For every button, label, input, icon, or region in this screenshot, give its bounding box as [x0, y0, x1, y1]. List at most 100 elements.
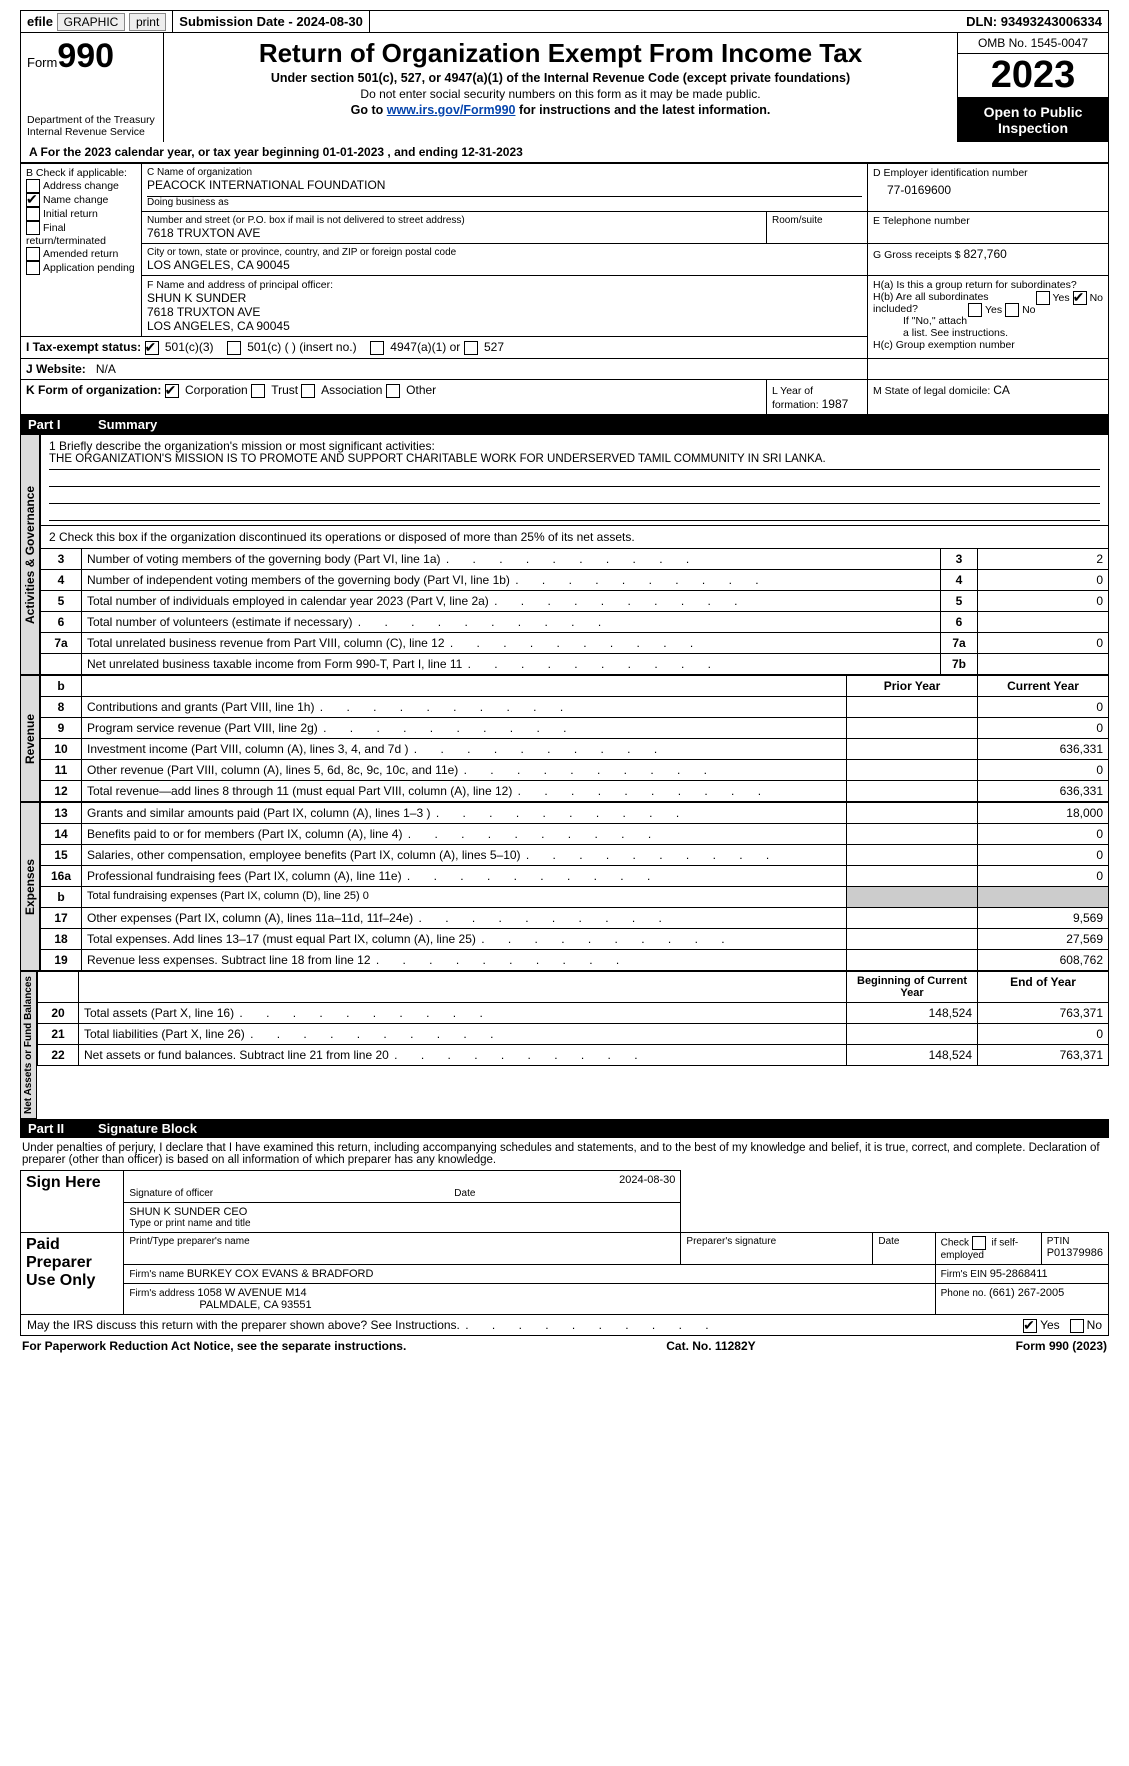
gross-receipts: 827,760	[963, 247, 1006, 261]
subtitle-3: Go to www.irs.gov/Form990 for instructio…	[170, 103, 951, 117]
begin-year-hdr: Beginning of Current Year	[847, 971, 978, 1002]
form-org-label: K Form of organization:	[26, 383, 161, 397]
firm-addr1: 1058 W AVENUE M14	[197, 1287, 306, 1299]
corp: Corporation	[185, 383, 248, 397]
phone-label: E Telephone number	[873, 215, 1103, 227]
officer-name-title: SHUN K SUNDER CEO	[129, 1206, 675, 1218]
box-b-item: Application pending	[26, 261, 136, 275]
graphic-button[interactable]: GRAPHIC	[57, 13, 126, 31]
open-public: Open to Public Inspection	[958, 98, 1108, 142]
box-b-item: Initial return	[26, 207, 136, 221]
tax-status-label: I Tax-exempt status:	[26, 340, 141, 354]
end-year-hdr: End of Year	[978, 971, 1109, 1002]
efile-label: efile GRAPHIC print	[21, 11, 173, 32]
website-label: J Website:	[26, 362, 89, 376]
city: LOS ANGELES, CA 90045	[147, 258, 862, 272]
omb-number: OMB No. 1545-0047	[958, 33, 1108, 54]
ptin: P01379986	[1047, 1247, 1103, 1259]
net-assets-section: Net Assets or Fund Balances Beginning of…	[20, 971, 1109, 1119]
subtitle-1: Under section 501(c), 527, or 4947(a)(1)…	[170, 71, 951, 85]
footer-right: Form 990 (2023)	[1016, 1339, 1107, 1353]
assoc: Association	[321, 383, 382, 397]
box-b-item: Final return/terminated	[26, 221, 136, 247]
box-b-title: B Check if applicable:	[26, 167, 136, 179]
prep-name-label: Print/Type preparer's name	[129, 1236, 675, 1247]
ein: 77-0169600	[873, 179, 1103, 197]
sig-date: 2024-08-30	[619, 1174, 675, 1186]
street-address: 7618 TRUXTON AVE	[147, 226, 761, 240]
prior-year-hdr: Prior Year	[847, 675, 978, 696]
ptin-label: PTIN	[1047, 1236, 1103, 1247]
period-row: A For the 2023 calendar year, or tax yea…	[20, 142, 1109, 163]
firm-ein: 95-2868411	[990, 1268, 1048, 1280]
form-word: Form	[27, 55, 57, 70]
signature-block: Sign Here 2024-08-30 Signature of office…	[20, 1170, 1109, 1315]
sig-officer-label: Signature of officer	[129, 1188, 213, 1199]
h-c: H(c) Group exemption number	[873, 339, 1103, 351]
prep-sig-label: Preparer's signature	[686, 1236, 867, 1247]
domicile: CA	[993, 383, 1010, 397]
revenue-section: Revenue bPrior YearCurrent Year 8Contrib…	[20, 675, 1109, 802]
q2: 2 Check this box if the organization dis…	[40, 525, 1109, 548]
part2-header: Part IISignature Block	[20, 1119, 1109, 1138]
vlabel-governance: Activities & Governance	[20, 434, 40, 675]
irs-link[interactable]: www.irs.gov/Form990	[387, 103, 516, 117]
dept-treasury: Department of the Treasury	[27, 114, 157, 126]
mission: THE ORGANIZATION'S MISSION IS TO PROMOTE…	[49, 453, 1100, 470]
sign-here: Sign Here	[21, 1170, 124, 1232]
footer: For Paperwork Reduction Act Notice, see …	[20, 1336, 1109, 1356]
h-a: H(a) Is this a group return for subordin…	[873, 279, 1103, 291]
other: Other	[406, 383, 436, 397]
officer-name: SHUN K SUNDER	[147, 291, 862, 305]
website: N/A	[96, 362, 116, 376]
trust: Trust	[271, 383, 298, 397]
self-emp: Check if self-employed	[941, 1236, 1036, 1261]
paid-preparer: Paid Preparer Use Only	[21, 1232, 124, 1314]
year-formation: 1987	[822, 397, 849, 411]
ein-label: D Employer identification number	[873, 167, 1103, 179]
city-label: City or town, state or province, country…	[147, 247, 862, 258]
dept-irs: Internal Revenue Service	[27, 126, 157, 138]
entity-block: B Check if applicable: Address changeNam…	[20, 163, 1109, 415]
dln: DLN: 93493243006334	[960, 11, 1108, 32]
527: 527	[484, 340, 504, 354]
officer-label: F Name and address of principal officer:	[147, 279, 862, 291]
org-name-label: C Name of organization	[147, 167, 862, 178]
addr-label: Number and street (or P.O. box if mail i…	[147, 215, 761, 226]
box-b-item: Address change	[26, 179, 136, 193]
top-bar: efile GRAPHIC print Submission Date - 20…	[20, 10, 1109, 33]
subtitle-2: Do not enter social security numbers on …	[170, 87, 951, 101]
footer-left: For Paperwork Reduction Act Notice, see …	[22, 1339, 406, 1353]
q1-label: 1 Briefly describe the organization's mi…	[49, 439, 1100, 453]
firm-addr2: PALMDALE, CA 93551	[129, 1299, 929, 1311]
perjury-text: Under penalties of perjury, I declare th…	[20, 1138, 1109, 1170]
4947a1: 4947(a)(1) or	[390, 340, 460, 354]
firm-name: BURKEY COX EVANS & BRADFORD	[187, 1268, 374, 1280]
box-b-item: Amended return	[26, 247, 136, 261]
vlabel-expenses: Expenses	[20, 802, 40, 971]
501c3: 501(c)(3)	[165, 340, 214, 354]
part1-header: Part ISummary	[20, 415, 1109, 434]
form-title: Return of Organization Exempt From Incom…	[170, 38, 951, 69]
room-label: Room/suite	[772, 215, 862, 226]
dba-label: Doing business as	[147, 197, 862, 208]
vlabel-revenue: Revenue	[20, 675, 40, 802]
vlabel-net: Net Assets or Fund Balances	[20, 971, 37, 1119]
print-button[interactable]: print	[129, 13, 166, 31]
501c: 501(c) ( ) (insert no.)	[247, 340, 356, 354]
type-name-label: Type or print name and title	[129, 1218, 675, 1229]
firm-phone: (661) 267-2005	[989, 1287, 1064, 1299]
officer-addr1: 7618 TRUXTON AVE	[147, 305, 862, 319]
org-name: PEACOCK INTERNATIONAL FOUNDATION	[147, 178, 862, 192]
governance-section: Activities & Governance 1 Briefly descri…	[20, 434, 1109, 675]
box-b-item: Name change	[26, 193, 136, 207]
officer-addr2: LOS ANGELES, CA 90045	[147, 319, 862, 333]
h-b-note: If "No," attach a list. See instructions…	[873, 315, 1103, 339]
prep-date-label: Date	[878, 1236, 929, 1247]
current-year-hdr: Current Year	[978, 675, 1109, 696]
expenses-section: Expenses 13Grants and similar amounts pa…	[20, 802, 1109, 971]
form-number: 990	[57, 37, 114, 75]
year-formation-label: L Year of formation:	[772, 385, 822, 411]
submission-date: Submission Date - 2024-08-30	[173, 11, 370, 32]
footer-mid: Cat. No. 11282Y	[666, 1339, 755, 1353]
